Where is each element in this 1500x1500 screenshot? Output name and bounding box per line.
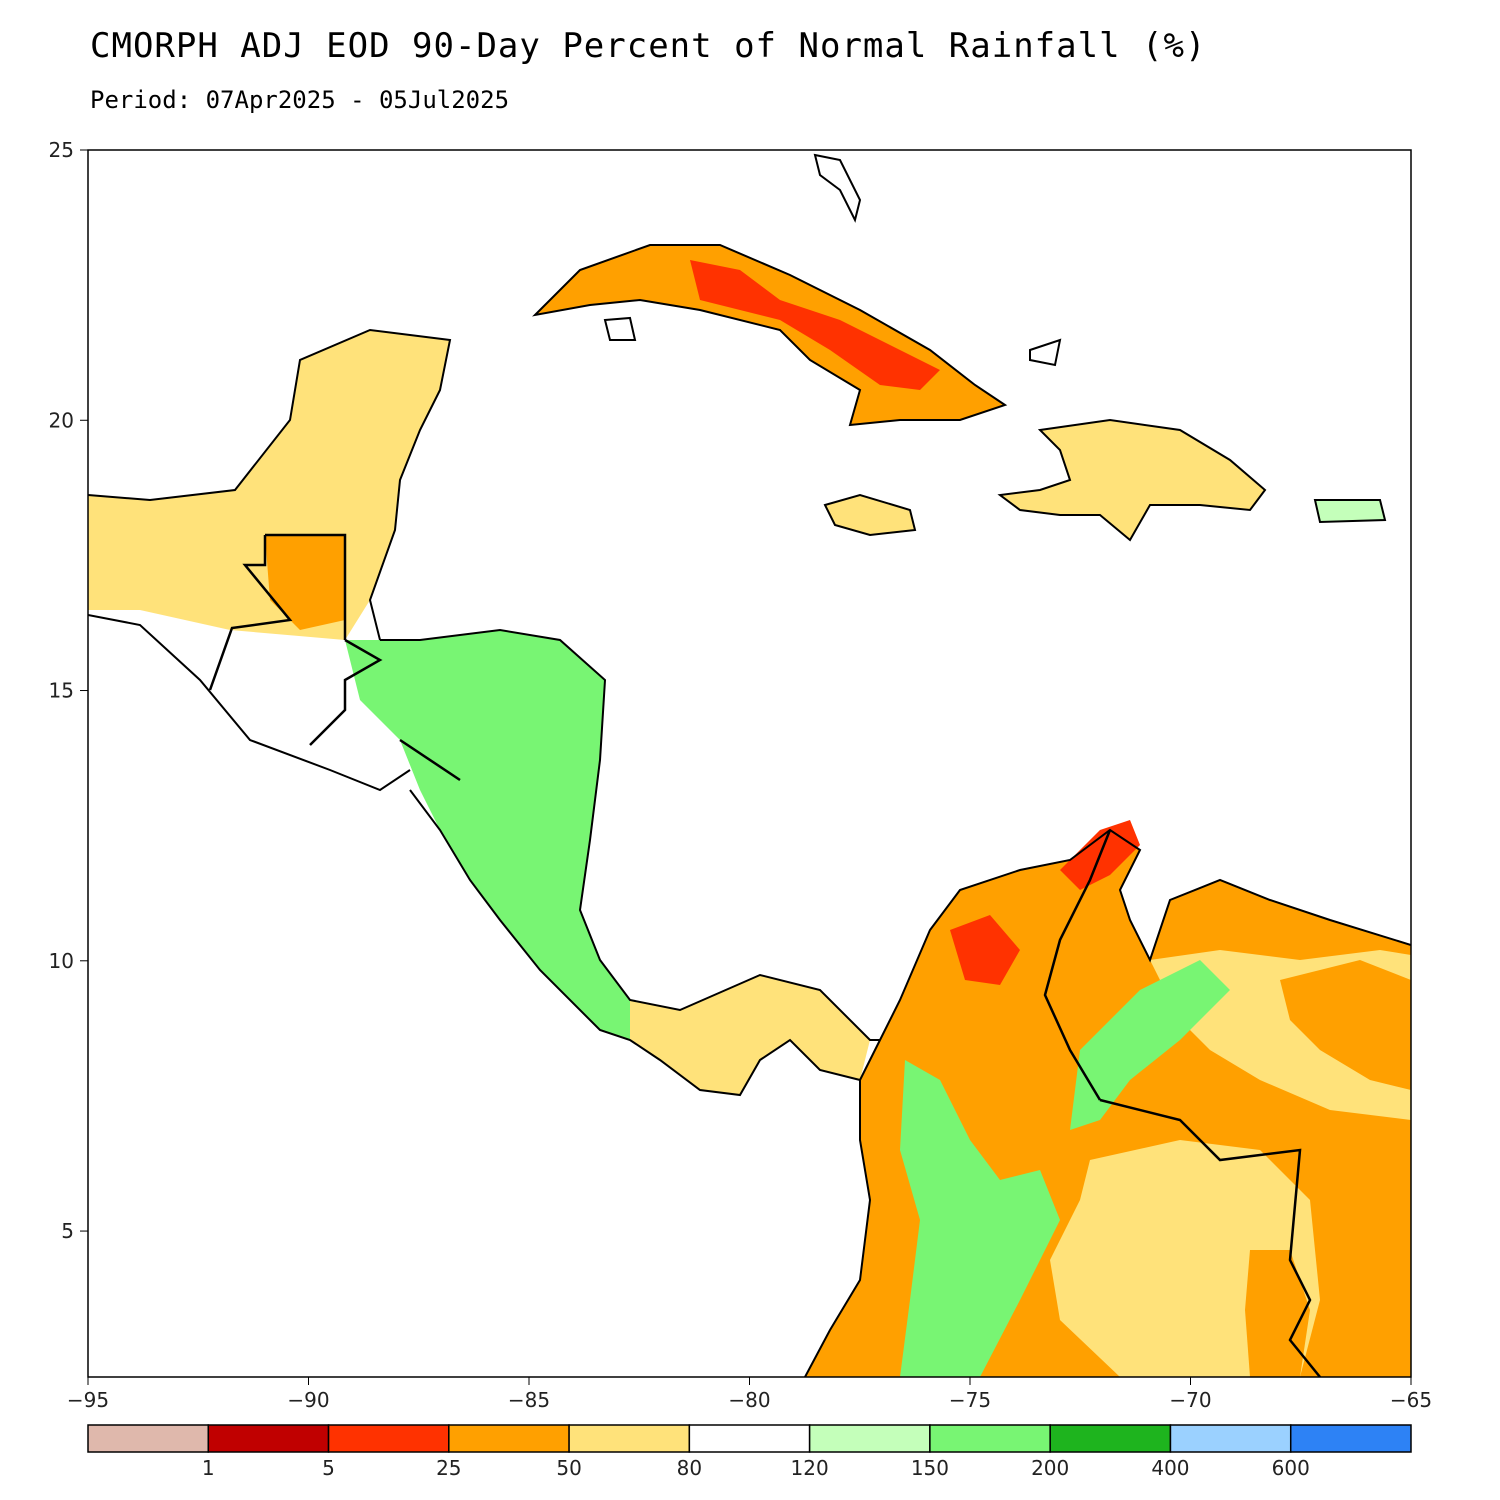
x-tick-label: −65 (1390, 1388, 1432, 1412)
colorbar-label: 50 (556, 1456, 581, 1480)
colorbar-swatch (1049, 1424, 1172, 1453)
y-tick-label: 10 (49, 949, 74, 973)
region-hispaniola (1000, 420, 1265, 540)
region-yucatan (88, 330, 450, 640)
x-axis: −95 −90 −85 −80 −75 −70 −65 (67, 1377, 1432, 1412)
colorbar-label: 5 (322, 1456, 335, 1480)
colorbar-legend: 1 5 25 50 80 120 150 200 400 600 (87, 1424, 1412, 1480)
region-yucatan-orange (265, 535, 345, 630)
x-tick-label: −85 (508, 1388, 550, 1412)
colorbar-swatch (929, 1424, 1051, 1453)
map-content (88, 153, 1411, 1377)
y-tick-label: 25 (49, 138, 74, 162)
region-honduras-nicaragua (345, 630, 630, 1040)
colorbar-label: 25 (436, 1456, 461, 1480)
y-tick-label: 20 (49, 408, 74, 432)
x-tick-label: −95 (67, 1388, 109, 1412)
region-andes-green (900, 1060, 1060, 1377)
colorbar-label: 400 (1151, 1456, 1189, 1480)
colorbar-label: 80 (677, 1456, 702, 1480)
colorbar-label: 1 (202, 1456, 215, 1480)
colorbar-label: 200 (1031, 1456, 1069, 1480)
colorbar-label: 600 (1272, 1456, 1310, 1480)
region-panama (630, 975, 870, 1095)
region-colombia-red (950, 915, 1020, 985)
colorbar-swatch (327, 1424, 450, 1453)
colorbar-swatch (448, 1424, 570, 1453)
chart-title: CMORPH ADJ EOD 90-Day Percent of Normal … (90, 26, 1207, 66)
region-central-america (88, 615, 410, 790)
x-tick-label: −75 (949, 1388, 991, 1412)
colorbar-swatch (568, 1424, 691, 1453)
region-cuba-east (690, 260, 940, 390)
colorbar-label: 150 (911, 1456, 949, 1480)
y-tick-label: 5 (61, 1219, 74, 1243)
colorbar-label: 120 (791, 1456, 829, 1480)
region-puerto-rico (1315, 500, 1385, 522)
y-tick-label: 15 (49, 679, 74, 703)
colorbar-swatch (808, 1424, 931, 1453)
colorbar-swatch (688, 1424, 811, 1453)
colorbar-swatch (207, 1424, 330, 1453)
x-tick-label: −70 (1169, 1388, 1211, 1412)
x-tick-label: −90 (287, 1388, 329, 1412)
region-venezuela-orange (1280, 960, 1411, 1090)
y-axis: 25 20 15 10 5 (49, 138, 88, 1243)
region-andes-green-2 (1070, 960, 1230, 1130)
chart-subtitle: Period: 07Apr2025 - 05Jul2025 (90, 86, 510, 114)
x-tick-label: −80 (728, 1388, 770, 1412)
country-borders (208, 533, 1321, 1377)
colorbar-swatch (1169, 1424, 1292, 1453)
colorbar-swatch (1289, 1424, 1412, 1453)
colorbar-swatch (87, 1424, 210, 1453)
coastlines (88, 153, 1411, 1377)
